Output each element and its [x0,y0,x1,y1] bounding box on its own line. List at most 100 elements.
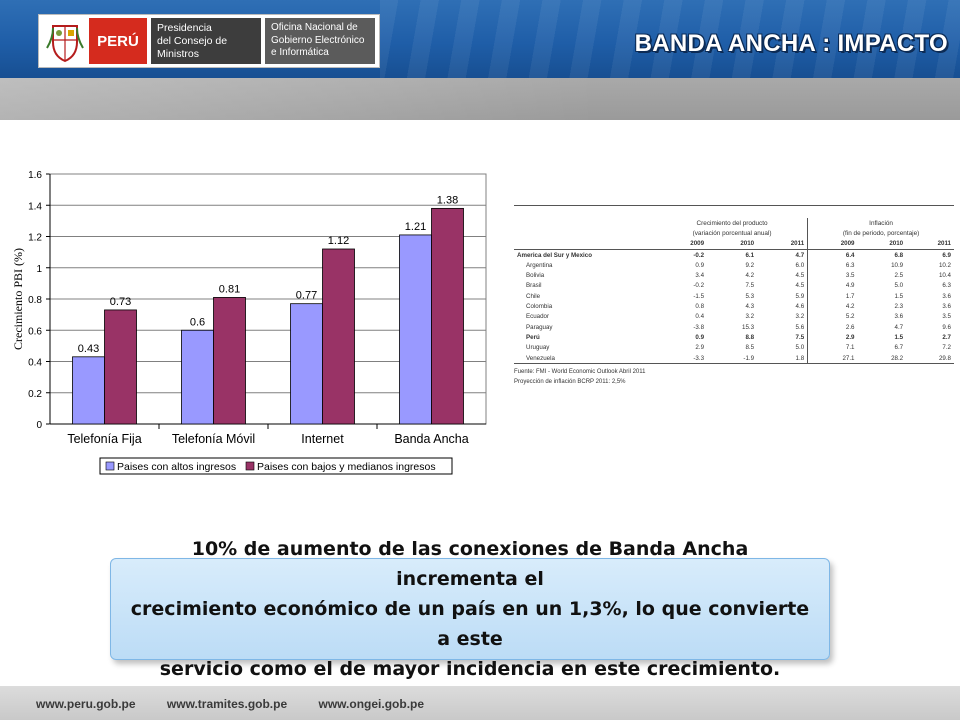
header-bar: PERÚ Presidencia del Consejo de Ministro… [0,0,960,78]
gray-band-gradient [0,78,600,120]
table-cell: 2.9 [807,332,858,343]
callout-line: crecimiento económico de un país en un 1… [130,598,810,650]
data-label: 0.77 [296,290,317,302]
year-header: 2011 [757,238,808,250]
table-cell: 5.0 [795,344,805,352]
table-inflation-note: Proyección de inflación BCRP 2011: 2,5% [514,379,626,386]
table-cell: 15.3 [742,323,755,331]
bar [399,234,432,425]
table-cell: 29.8 [906,352,954,365]
year-header: 2010 [857,238,907,250]
table-cell: 2.7 [942,333,951,341]
year-header: 2009 [807,238,858,250]
table-cell: 4.3 [745,303,755,311]
bar [322,248,355,425]
table-cell: 6.0 [795,261,805,269]
y-tick-label: 1.4 [28,201,42,212]
table-cell: 9.6 [942,323,951,331]
table-cell: 3.6 [942,303,951,311]
footer-link-tramites[interactable]: www.tramites.gob.pe [166,697,288,711]
table-cell: 6.1 [745,251,755,259]
table-cell: 3.2 [745,313,755,321]
table-row: Paraguay -3.8 15.3 5.6 2.6 4.7 9.6 [514,321,954,333]
table-cell: 6.9 [942,251,951,259]
data-label: 1.12 [328,235,349,247]
table-cell: 3.5 [807,270,858,281]
x-tick-label: Telefonía Móvil [172,432,255,446]
table-cell: -0.2 [693,282,705,290]
slide-title: BANDA ANCHA : IMPACTO [634,30,948,57]
bar [213,297,246,425]
footer-link-peru[interactable]: www.peru.gob.pe [36,697,136,711]
y-tick-label: 1 [36,264,42,275]
table-cell: 7.2 [942,344,951,352]
table-cell: 4.5 [795,282,805,290]
footer-links: www.peru.gob.pe www.tramites.gob.pe www.… [36,697,452,711]
legend-label: Paises con bajos y medianos ingresos [257,461,436,473]
table-cell: 2.6 [807,321,858,333]
table-cell: 4.6 [795,303,805,311]
economic-table: Crecimiento del producto Inflación (vari… [514,205,954,455]
table-cell: 6.7 [894,344,904,352]
table-row-label: Perú [526,333,540,341]
table-cell: 0.9 [695,261,705,269]
table-row-label: Uruguay [526,344,550,352]
group-growth-header: Crecimiento del producto [696,219,768,227]
table-cell: 10.2 [938,261,951,269]
table-cell: 7.5 [745,282,755,290]
table-cell: 0.9 [695,333,705,341]
callout-line: servicio como el de mayor incidencia en … [159,658,781,680]
table-row-label: America del Sur y Mexico [517,251,592,259]
table-cell: 3.2 [795,313,805,321]
table-cell: 1.5 [894,333,904,341]
footer-bar: www.peru.gob.pe www.tramites.gob.pe www.… [0,686,960,720]
table-row-label: Colombia [526,303,553,311]
year-header: 2011 [906,238,954,250]
x-tick-label: Internet [301,432,344,446]
table-row-label: Bolivia [526,272,545,280]
table-row: Argentina 0.9 9.2 6.0 6.3 10.9 10.2 [514,260,954,271]
data-label: 0.73 [110,296,131,308]
table-notes: Fuente: FMI - World Economic Outlook Abr… [514,367,954,387]
table-cell: -0.2 [693,251,705,259]
table-cell: 3.5 [942,313,951,321]
table-cell: 9.2 [745,261,755,269]
callout-text: 10% de aumento de las conexiones de Band… [129,534,811,684]
table-cell: 27.1 [807,352,858,365]
bar [181,329,214,425]
bar [104,309,137,425]
header-gray-band [0,78,960,120]
legend-swatch [245,461,255,471]
data-label: 1.21 [405,221,426,233]
table-cell: 8.8 [745,333,755,341]
table-cell: -3.8 [693,323,705,331]
bar [290,303,323,425]
table-row-label: Paraguay [526,323,553,331]
table-cell: 3.4 [695,272,705,280]
table-cell: 1.7 [807,291,858,302]
footer-link-ongei[interactable]: www.ongei.gob.pe [318,697,425,711]
table-cell: 5.3 [745,292,755,300]
table-cell: 7.5 [795,333,805,341]
table-cell: 3.6 [942,292,951,300]
year-header: 2009 [656,238,708,250]
table-cell: 4.9 [807,280,858,292]
logo-country: PERÚ [89,18,147,64]
logo-ongei: Oficina Nacional de Gobierno Electrónico… [265,18,375,64]
bar [431,207,464,425]
logo-ongei-line2: Gobierno Electrónico [271,34,365,46]
table-row-label: Brasil [526,282,542,290]
table-cell: 10.9 [891,261,904,269]
impact-callout: 10% de aumento de las conexiones de Band… [110,538,830,680]
table-corner-2 [514,228,657,238]
table-cell: 4.2 [807,301,858,312]
table-row: Bolivia 3.4 4.2 4.5 3.5 2.5 10.4 [514,270,954,281]
table-cell: 2.3 [894,303,904,311]
table-cell: 2.5 [894,272,904,280]
table-cell: 6.8 [894,251,904,259]
table-row: Chile -1.5 5.3 5.9 1.7 1.5 3.6 [514,291,954,302]
table-cell: 3.6 [894,313,904,321]
table-cell: 0.4 [695,313,705,321]
y-tick-label: 0.4 [28,358,42,369]
table-source-note: Fuente: FMI - World Economic Outlook Abr… [514,369,646,376]
